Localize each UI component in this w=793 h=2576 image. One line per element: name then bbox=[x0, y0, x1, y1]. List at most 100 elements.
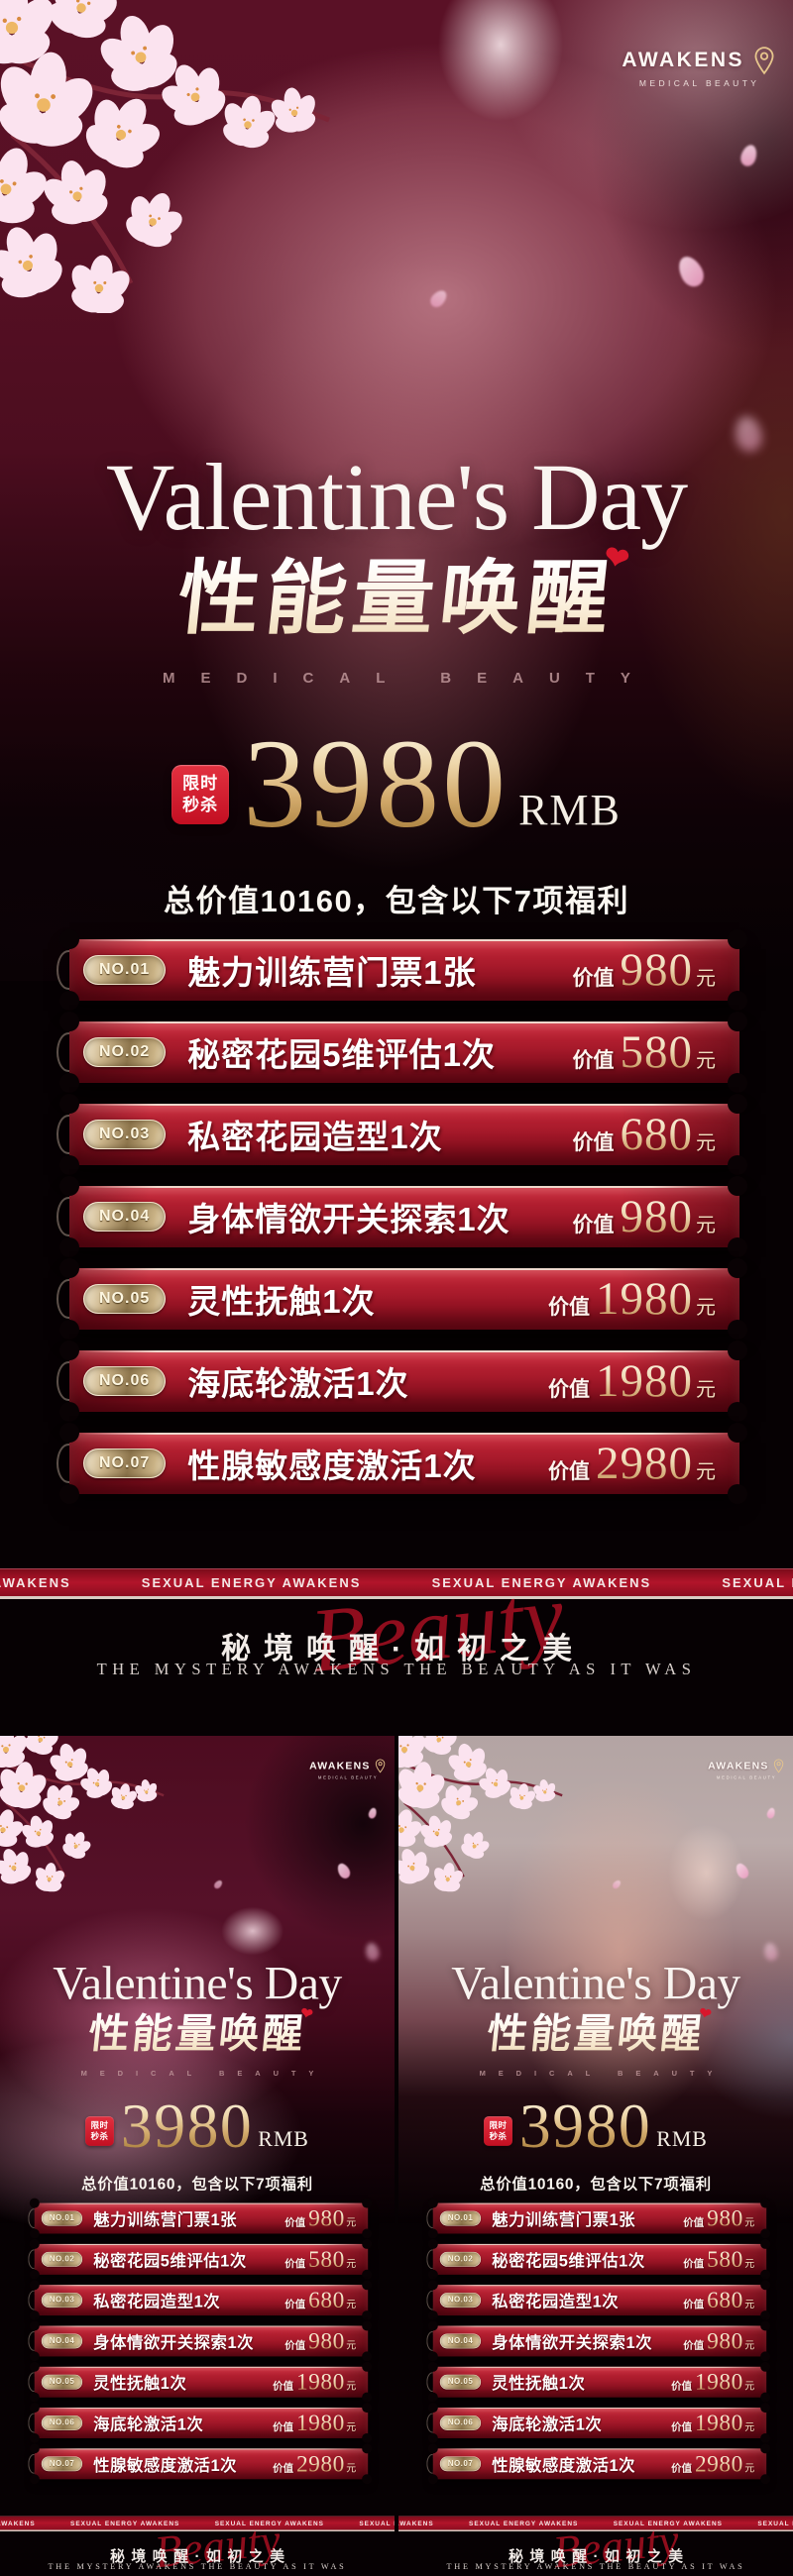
ribbon-notch bbox=[728, 1258, 747, 1278]
poster-thumbnail-right: AWAKENS MEDICAL BEAUTY Valentine's Day 性… bbox=[398, 1736, 793, 2576]
title-block: Valentine's Day 性能量唤醒 ❤ MEDICAL BEAUTY bbox=[398, 1959, 793, 2078]
poster-title: Valentine's Day bbox=[53, 1956, 342, 2010]
band-text: SEXUAL ENERGY AWAKENS bbox=[722, 1575, 793, 1590]
ribbon-highlight bbox=[39, 2243, 364, 2245]
benefit-name: 魅力训练营门票1张 bbox=[93, 2210, 238, 2229]
total-value-line: 总价值10160，包含以下7项福利 bbox=[81, 2175, 313, 2194]
benefit-ribbon: NO.07 性腺敏感度激活1次 价值 2980 元 bbox=[426, 2443, 771, 2485]
ribbon-notch bbox=[59, 991, 79, 1011]
ribbon-notch bbox=[728, 1320, 747, 1340]
benefit-ribbon: NO.06 海底轮激活1次 价值 1980 元 bbox=[426, 2403, 771, 2443]
value-unit: 元 bbox=[696, 1378, 716, 1401]
value-unit: 元 bbox=[696, 1296, 716, 1319]
ribbon-notch bbox=[59, 1176, 79, 1196]
ribbon-notch bbox=[362, 2443, 373, 2454]
benefit-number-badge: NO.07 bbox=[83, 1449, 167, 1478]
value-amount: 980 bbox=[707, 2327, 743, 2354]
ribbon-notch bbox=[29, 2280, 40, 2291]
poster-title: Valentine's Day bbox=[105, 444, 688, 550]
slogan-band: SEXUAL ENERGY AWAKENS SEXUAL ENERGY AWAK… bbox=[0, 1568, 793, 1599]
ribbon-highlight bbox=[79, 1104, 730, 1106]
value-amount: 2980 bbox=[295, 2450, 345, 2477]
ribbon-notch bbox=[29, 2351, 40, 2362]
ribbon-notch bbox=[59, 1341, 79, 1360]
value-amount: 980 bbox=[620, 943, 693, 996]
ribbon-notch bbox=[29, 2474, 40, 2485]
ribbon-notch bbox=[427, 2198, 438, 2208]
benefit-value: 价值 1980 元 bbox=[548, 1357, 716, 1405]
benefit-value: 价值 1980 元 bbox=[273, 2412, 356, 2434]
value-label: 价值 bbox=[683, 2298, 705, 2310]
ribbon-notch bbox=[427, 2474, 438, 2485]
cherry-blossom-decoration bbox=[0, 1736, 165, 1892]
ribbon-notch bbox=[362, 2320, 373, 2331]
benefit-ribbon: NO.05 灵性抚触1次 价值 1980 元 bbox=[57, 1258, 747, 1340]
band-text: SEXUAL ENERGY AWAKENS bbox=[359, 2520, 395, 2527]
ribbon-notch bbox=[760, 2361, 771, 2372]
petal-decoration bbox=[212, 1878, 224, 1890]
value-amount: 2980 bbox=[694, 2450, 743, 2477]
heart-icon: ❤ bbox=[697, 2004, 717, 2024]
ribbon-highlight bbox=[79, 939, 730, 941]
benefit-value: 价值 680 元 bbox=[683, 2289, 754, 2311]
ribbon-notch bbox=[29, 2310, 40, 2321]
benefit-ribbon: NO.06 海底轮激活1次 价值 1980 元 bbox=[57, 1341, 747, 1422]
poster-subtitle: 性能量唤醒 ❤ bbox=[173, 539, 638, 644]
ribbon-notch bbox=[59, 1258, 79, 1278]
ribbon-notch bbox=[29, 2392, 40, 2403]
value-unit: 元 bbox=[696, 1049, 716, 1072]
value-amount: 980 bbox=[308, 2204, 345, 2231]
value-label: 价值 bbox=[683, 2339, 705, 2351]
value-unit: 元 bbox=[744, 2216, 755, 2228]
cherry-blossom-decoration bbox=[398, 1736, 563, 1892]
benefit-name: 海底轮激活1次 bbox=[93, 2415, 204, 2433]
ribbon-notch bbox=[29, 2443, 40, 2454]
value-unit: 元 bbox=[346, 2339, 357, 2351]
benefit-number-badge: NO.02 bbox=[83, 1037, 167, 1067]
ribbon-notch bbox=[29, 2432, 40, 2443]
title-block: Valentine's Day 性能量唤醒 ❤ MEDICAL BEAUTY bbox=[0, 448, 793, 687]
value-amount: 580 bbox=[620, 1025, 693, 1078]
benefit-name: 私密花园造型1次 bbox=[187, 1119, 443, 1155]
ribbon-notch bbox=[760, 2432, 771, 2443]
total-value-line: 总价值10160，包含以下7项福利 bbox=[480, 2175, 712, 2194]
benefit-number-badge: NO.06 bbox=[439, 2415, 482, 2430]
petal-decoration bbox=[367, 1806, 379, 1820]
benefit-value: 价值 980 元 bbox=[683, 2206, 754, 2229]
price-currency: RMB bbox=[656, 2126, 708, 2151]
benefit-number-badge: NO.06 bbox=[83, 1366, 167, 1396]
poster-footer: Beauty 秘境唤醒·如初之美 THE MYSTERY AWAKENS THE… bbox=[0, 2515, 395, 2576]
value-label: 价值 bbox=[284, 2257, 306, 2270]
slogan-band: SEXUAL ENERGY AWAKENS SEXUAL ENERGY AWAK… bbox=[398, 2516, 793, 2531]
benefit-name: 身体情欲开关探索1次 bbox=[93, 2332, 255, 2352]
band-text: SEXUAL ENERGY AWAKENS bbox=[141, 1575, 362, 1590]
ribbon-notch bbox=[362, 2310, 373, 2321]
benefit-number-badge: NO.06 bbox=[41, 2415, 83, 2430]
ribbon-notch bbox=[760, 2238, 771, 2249]
band-text: SEXUAL ENERGY AWAKENS bbox=[70, 2520, 180, 2527]
benefit-number-badge: NO.03 bbox=[439, 2293, 482, 2308]
value-amount: 580 bbox=[308, 2246, 345, 2273]
ribbon-notch bbox=[427, 2443, 438, 2454]
value-unit: 元 bbox=[744, 2421, 755, 2433]
poster-subtitle: 性能量唤醒 ❤ bbox=[86, 2004, 318, 2057]
petal-decoration bbox=[673, 252, 709, 291]
benefit-ribbon: NO.02 秘密花园5维评估1次 价值 580 元 bbox=[57, 1012, 747, 1093]
benefit-value: 价值 2980 元 bbox=[548, 1440, 716, 1487]
price-row: 限时 秒杀 3980 RMB bbox=[0, 2094, 395, 2157]
value-label: 价值 bbox=[671, 2420, 693, 2433]
price-currency: RMB bbox=[518, 785, 622, 834]
ribbon-notch bbox=[29, 2228, 40, 2239]
value-amount: 1980 bbox=[295, 2410, 345, 2436]
ribbon-notch bbox=[29, 2320, 40, 2331]
ribbon-notch bbox=[427, 2432, 438, 2443]
benefit-ribbon: NO.04 身体情欲开关探索1次 价值 980 元 bbox=[426, 2320, 771, 2362]
ribbon-notch bbox=[728, 1012, 747, 1031]
benefit-value: 价值 980 元 bbox=[683, 2329, 754, 2352]
petal-decoration bbox=[734, 1861, 751, 1880]
valentines-day-poster: AWAKENS MEDICAL BEAUTY Valentine's Day 性… bbox=[0, 1736, 395, 2576]
value-label: 价值 bbox=[683, 2257, 705, 2270]
ribbon-notch bbox=[59, 1402, 79, 1422]
ribbon-highlight bbox=[437, 2202, 762, 2204]
benefit-value: 价值 1980 元 bbox=[548, 1275, 716, 1323]
